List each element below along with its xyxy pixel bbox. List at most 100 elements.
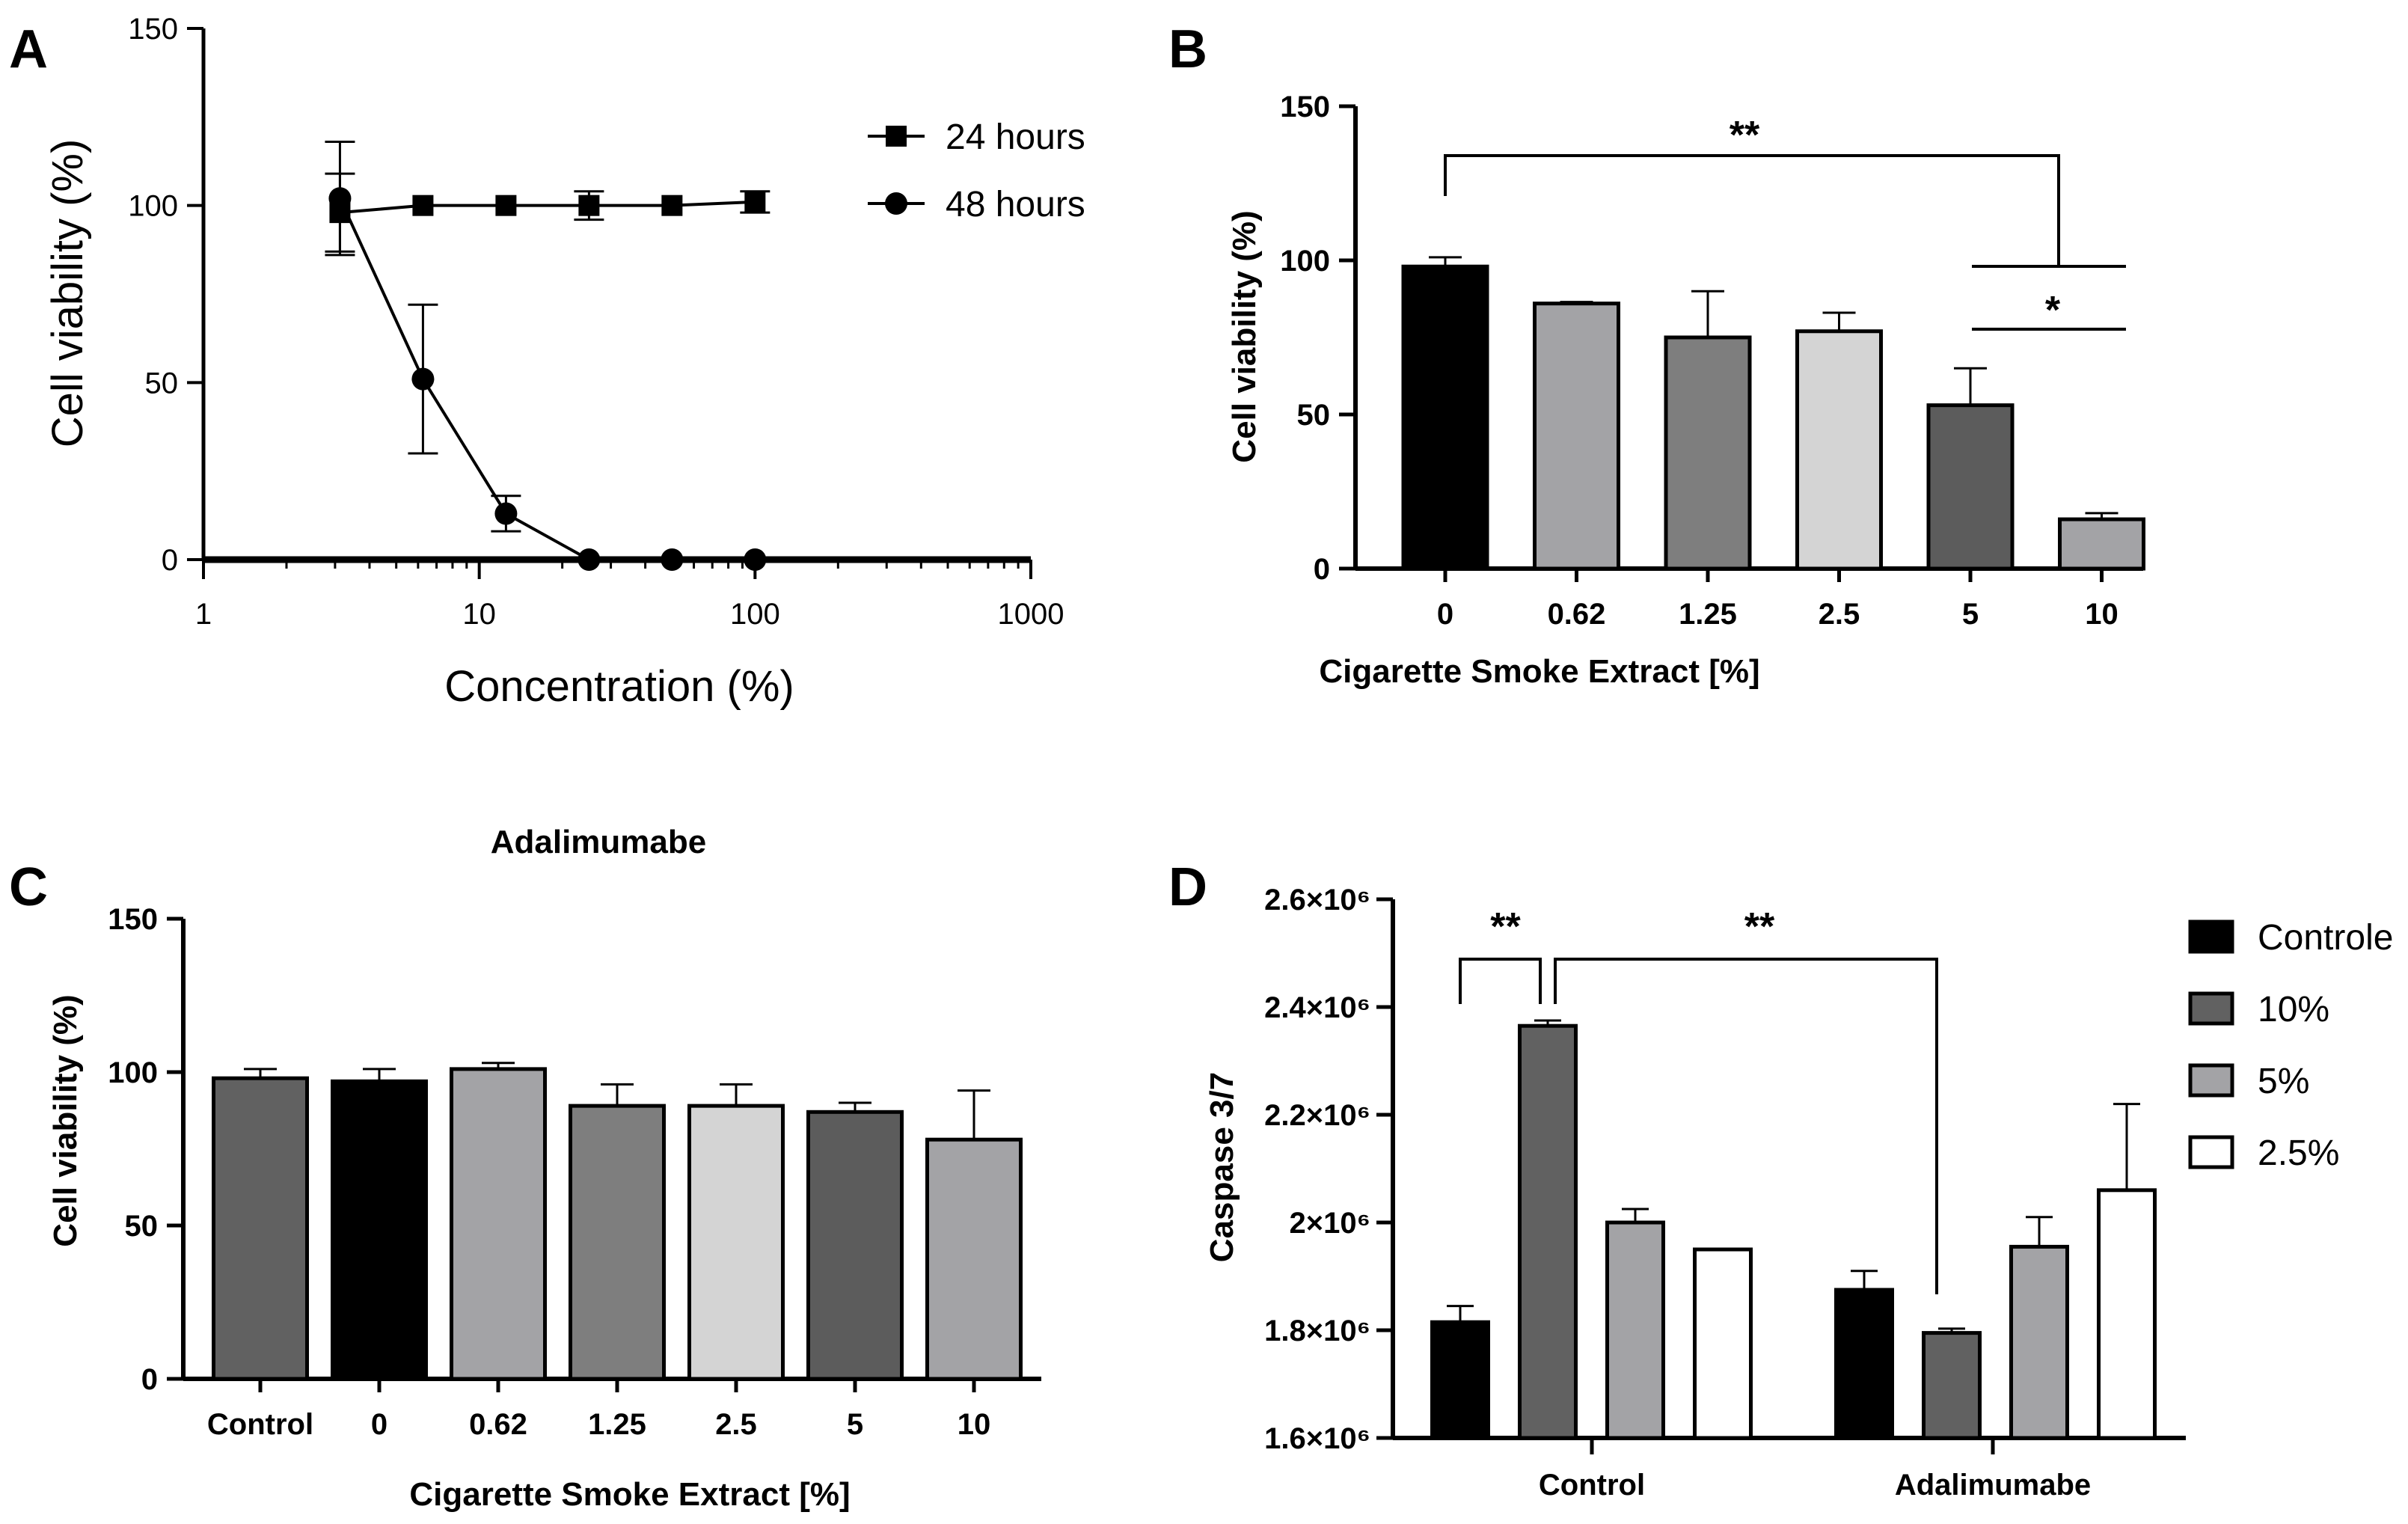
chart-d-x-tick-label: Control (1539, 1469, 1645, 1502)
legend-d-swatch (2188, 1135, 2234, 1169)
chart-c-y-tick-label: 0 (141, 1363, 158, 1396)
chart-panel-a: Concentration (%) Cell viability (%) 0 50… (43, 13, 1085, 711)
chart-c-x-tick-label: 1.25 (588, 1408, 646, 1441)
chart-a-x-axis-title: Concentration (%) (444, 662, 794, 711)
chart-c-y-tick-label: 150 (108, 903, 158, 936)
chart-a-point-24h (412, 195, 434, 216)
chart-d-bar (2097, 1188, 2157, 1440)
chart-c-bar (331, 1079, 428, 1381)
chart-a-point-24h (495, 195, 517, 216)
chart-d-y-tick-label: 1.6×10⁶ (1264, 1422, 1370, 1455)
chart-c-bar (806, 1110, 904, 1381)
legend-d-swatch (2188, 1063, 2234, 1098)
chart-a-point-48h (578, 548, 601, 571)
chart-a-x-tick-label: 1 (195, 598, 212, 631)
panel-letter-d: D (1168, 857, 1207, 917)
chart-b-x-tick-label: 0.62 (1548, 598, 1606, 631)
chart-a-y-tick-label: 0 (162, 544, 178, 577)
chart-d-bar (1693, 1247, 1753, 1440)
chart-c-x-tick-label: Control (207, 1408, 313, 1441)
chart-c-bar (450, 1067, 547, 1381)
chart-d-significance-label-2: ** (1744, 905, 1775, 949)
legend-d-swatch (2188, 919, 2234, 954)
chart-d-bar (1834, 1288, 1894, 1440)
chart-b-significance-bracket-1 (1444, 154, 2060, 266)
legend-d-label: Controle (2258, 918, 2393, 958)
chart-a-y-tick-label: 150 (128, 13, 178, 46)
chart-d-bar (1922, 1331, 1982, 1440)
chart-c-bar (569, 1104, 666, 1381)
chart-c-bar (212, 1076, 309, 1381)
chart-b-bar (1401, 264, 1489, 571)
chart-panel-c: Adalimumabe Cigarette Smoke Extract [%] … (47, 824, 1041, 1513)
chart-a-point-48h (494, 502, 518, 525)
chart-d-y-tick-label: 2.4×10⁶ (1264, 991, 1370, 1024)
chart-d-significance-bracket-1 (1459, 958, 1542, 1004)
chart-c-x-axis-title: Cigarette Smoke Extract [%] (409, 1476, 850, 1513)
chart-b-bar (1795, 329, 1883, 571)
chart-d-bar (2009, 1244, 2069, 1440)
legend-a-label-48h: 48 hours (946, 185, 1085, 224)
chart-d-bar (1430, 1320, 1490, 1440)
chart-c-x-tick-label: 0.62 (469, 1408, 527, 1441)
chart-d-significance-label-1: ** (1490, 905, 1521, 949)
chart-b-x-axis-title: Cigarette Smoke Extract [%] (1319, 653, 1759, 690)
chart-b-y-tick-label: 100 (1280, 245, 1330, 278)
chart-d-y-tick-label: 1.8×10⁶ (1264, 1315, 1370, 1347)
chart-b-y-tick-label: 150 (1280, 91, 1330, 123)
chart-c-x-tick-label: 0 (371, 1408, 387, 1441)
chart-a-y-tick-label: 50 (145, 367, 179, 400)
chart-b-bar (1926, 403, 2015, 571)
chart-b-y-tick-label: 50 (1297, 399, 1331, 432)
chart-a-series-line (338, 198, 756, 561)
chart-d-y-axis-title: Caspase 3/7 (1204, 1072, 1240, 1262)
chart-a-point-24h (661, 195, 683, 216)
chart-c-y-axis-title: Cell viability (%) (47, 994, 84, 1246)
chart-c-bar (925, 1137, 1023, 1381)
legend-d-label: 2.5% (2258, 1133, 2339, 1173)
chart-a-x-tick-label: 10 (462, 598, 496, 631)
legend-a-marker-48h (885, 192, 907, 215)
chart-c-title: Adalimumabe (491, 824, 707, 860)
chart-c-x-tick-label: 2.5 (715, 1408, 757, 1441)
chart-a-x-tick-label: 1000 (998, 598, 1064, 631)
chart-a-point-24h (744, 191, 766, 212)
legend-a-label-24h: 24 hours (946, 117, 1085, 157)
chart-b-bar (1664, 335, 1752, 571)
chart-a-point-24h (578, 195, 600, 216)
chart-a-x-tick-label: 100 (730, 598, 780, 631)
chart-b-x-tick-label: 2.5 (1819, 598, 1860, 631)
legend-d-swatch (2188, 991, 2234, 1026)
chart-d-y-tick-label: 2×10⁶ (1289, 1207, 1370, 1240)
chart-a-y-axis-title: Cell viability (%) (43, 139, 92, 448)
chart-c-x-tick-label: 10 (958, 1408, 991, 1441)
chart-a-point-48h (328, 187, 352, 210)
chart-c-y-tick-label: 100 (108, 1056, 158, 1089)
chart-b-y-tick-label: 0 (1314, 553, 1330, 586)
chart-a-y-tick-label: 100 (128, 190, 178, 223)
chart-b-x-tick-label: 0 (1437, 598, 1453, 631)
chart-a-point-48h (744, 548, 767, 571)
chart-b-bar (1533, 302, 1620, 571)
chart-a-series-line (340, 200, 756, 215)
chart-b-x-tick-label: 5 (1962, 598, 1979, 631)
chart-c-bar (687, 1104, 785, 1381)
chart-c-x-tick-label: 5 (847, 1408, 863, 1441)
chart-d-bar (1605, 1220, 1665, 1440)
chart-c-y-tick-label: 50 (125, 1210, 159, 1243)
chart-panel-d: Caspase 3/7 1.6×10⁶ 1.8×10⁶ 2×10⁶ 2.2×10⁶ 2.… (1204, 884, 2393, 1502)
chart-d-significance-bracket-2 (1554, 958, 1938, 1294)
chart-d-y-tick-label: 2.6×10⁶ (1264, 884, 1370, 916)
panel-letter-a: A (9, 19, 48, 79)
chart-b-bar (2058, 517, 2145, 571)
chart-b-x-tick-label: 1.25 (1679, 598, 1737, 631)
chart-d-bar (1518, 1023, 1578, 1440)
chart-b-x-tick-label: 10 (2085, 598, 2119, 631)
panel-letter-b: B (1168, 19, 1207, 79)
chart-a-point-48h (411, 367, 435, 391)
chart-panel-b: Cigarette Smoke Extract [%] Cell viabili… (1226, 91, 2145, 690)
chart-d-x-tick-label: Adalimumabe (1895, 1469, 2091, 1502)
panel-letter-c: C (9, 857, 48, 917)
chart-b-significance-label-1: ** (1730, 114, 1760, 157)
